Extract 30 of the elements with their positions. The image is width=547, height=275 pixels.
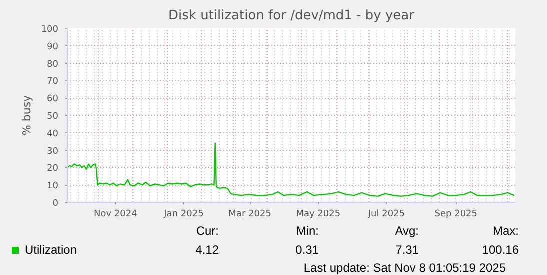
- x-tick-label: Mar 2025: [228, 210, 272, 220]
- y-tick-label: 10: [47, 182, 59, 192]
- x-tick-label: Jan 2025: [163, 210, 204, 220]
- y-axis-title: % busy: [20, 94, 34, 136]
- y-tick-label: 90: [47, 42, 59, 52]
- chart-title: Disk utilization for /dev/md1 - by year: [168, 8, 416, 24]
- y-tick-label: 30: [47, 146, 59, 157]
- text: Last update: Sat Nov 8 01:05:19 2025: [302, 260, 507, 275]
- text: Min:: [295, 223, 320, 240]
- y-tick-label: 0: [52, 199, 59, 209]
- text: Max:: [492, 223, 520, 240]
- x-tick-label: Jul 2025: [367, 210, 406, 220]
- text: Cur:: [195, 223, 220, 240]
- text: Avg:: [394, 223, 420, 240]
- x-tick-label: May 2025: [296, 210, 341, 220]
- y-tick-label: 100: [41, 25, 59, 35]
- x-tick-label: Nov 2024: [94, 210, 138, 220]
- text: 4.12: [194, 242, 220, 260]
- text: 7.31: [394, 242, 420, 260]
- text: 0.31: [294, 242, 320, 260]
- y-tick-label: 80: [47, 60, 59, 70]
- line-series: [68, 142, 515, 198]
- y-tick-label: 40: [47, 129, 59, 140]
- text: 100.16: [481, 242, 520, 260]
- legend-label: Utilization: [24, 242, 78, 260]
- y-tick-label: 70: [47, 77, 59, 88]
- y-tick-label: 60: [47, 94, 59, 105]
- x-tick-label: Sep 2025: [434, 210, 478, 220]
- y-tick-label: 20: [47, 164, 59, 174]
- y-tick-label: 50: [47, 112, 59, 122]
